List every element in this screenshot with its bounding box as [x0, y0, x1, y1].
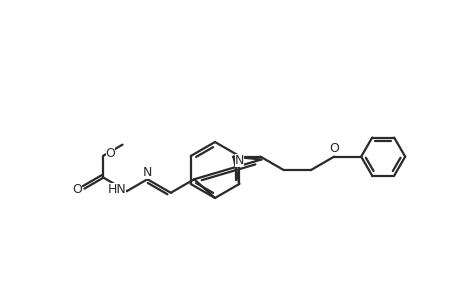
Text: O: O: [105, 147, 115, 160]
Text: O: O: [73, 183, 82, 196]
Text: O: O: [329, 142, 338, 155]
Text: N: N: [142, 166, 152, 179]
Text: N: N: [234, 154, 244, 167]
Text: HN: HN: [107, 183, 126, 196]
